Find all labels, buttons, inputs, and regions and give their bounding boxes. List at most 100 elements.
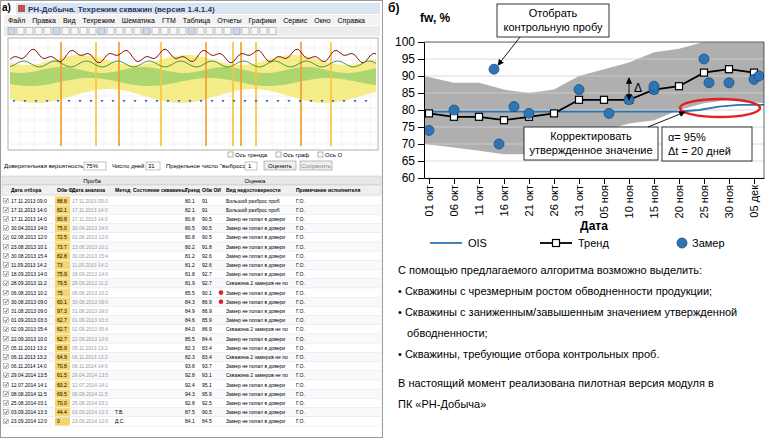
table-cell: 91 xyxy=(202,198,208,204)
toolbar-button[interactable] xyxy=(8,28,15,35)
toolbar-button[interactable] xyxy=(260,28,267,35)
button-label[interactable]: Сохранить xyxy=(301,163,331,169)
select-box[interactable] xyxy=(84,162,106,170)
toolbar-button[interactable] xyxy=(44,28,51,35)
menu-item[interactable]: Таблица xyxy=(183,17,211,25)
y-tick-label: 60 xyxy=(402,171,416,185)
row-checkbox[interactable] xyxy=(4,327,9,332)
table-cell: 02.09.2013 05:4 xyxy=(72,326,108,332)
toolbar-button[interactable] xyxy=(26,28,33,35)
menu-item[interactable]: Вид xyxy=(63,17,76,25)
toolbar-button[interactable] xyxy=(98,28,105,35)
toolbar-button[interactable] xyxy=(62,28,69,35)
menu-item[interactable]: Шематика xyxy=(122,17,155,24)
row-checkbox[interactable] xyxy=(4,309,9,314)
table-cell: 80.5 xyxy=(185,225,195,231)
row-checkbox[interactable] xyxy=(4,198,9,203)
toolbar-button[interactable] xyxy=(107,28,114,35)
legend-swatch-marker xyxy=(553,240,560,247)
table-cell: 62.7 xyxy=(57,336,67,342)
input-box[interactable] xyxy=(146,162,160,170)
row-checkbox[interactable] xyxy=(4,318,9,323)
toolbar-button[interactable] xyxy=(179,28,186,35)
toolbar-button[interactable] xyxy=(170,28,177,35)
toolbar-button[interactable] xyxy=(116,28,123,35)
row-checkbox[interactable] xyxy=(4,263,9,268)
row-checkbox[interactable] xyxy=(4,373,9,378)
checkbox[interactable] xyxy=(228,152,233,157)
row-checkbox[interactable] xyxy=(4,281,9,286)
table-cell: 0 xyxy=(57,418,60,424)
row-checkbox[interactable] xyxy=(4,336,9,341)
menu-item[interactable]: Правка xyxy=(32,17,56,25)
checkbox[interactable] xyxy=(276,152,281,157)
row-checkbox[interactable] xyxy=(4,364,9,369)
row-checkbox[interactable] xyxy=(4,345,9,350)
toolbar-button[interactable] xyxy=(35,28,42,35)
menu-item[interactable]: Файл xyxy=(8,17,25,24)
table-row xyxy=(2,251,381,260)
toolbar-button[interactable] xyxy=(269,28,276,35)
toolbar-button[interactable] xyxy=(89,28,96,35)
scatter-point xyxy=(509,102,519,112)
row-checkbox[interactable] xyxy=(4,410,9,415)
row-checkbox[interactable] xyxy=(4,226,9,231)
button-label[interactable]: Оценить xyxy=(268,163,292,169)
menu-item[interactable]: Окно xyxy=(314,17,330,24)
toolbar-button[interactable] xyxy=(152,28,159,35)
grid-line xyxy=(424,76,764,77)
toolbar-button[interactable] xyxy=(242,28,249,35)
row-checkbox[interactable] xyxy=(4,299,9,304)
x-tick-label: 31 окт xyxy=(573,185,585,216)
menu-item[interactable]: Графики xyxy=(248,17,276,25)
screenshot-point xyxy=(178,100,181,103)
menu-item[interactable]: Отчеты xyxy=(217,17,241,24)
row-checkbox[interactable] xyxy=(4,253,9,258)
menu-item[interactable]: Сервис xyxy=(283,17,307,25)
row-checkbox[interactable] xyxy=(4,391,9,396)
toolbar-button[interactable] xyxy=(53,28,60,35)
toolbar-button[interactable] xyxy=(125,28,132,35)
toolbar-button[interactable] xyxy=(161,28,168,35)
row-checkbox[interactable] xyxy=(4,272,9,277)
menu-item[interactable]: Техрежим xyxy=(83,17,115,25)
toolbar-button[interactable] xyxy=(206,28,213,35)
menu-item[interactable]: Справка xyxy=(338,17,366,25)
toolbar-button[interactable] xyxy=(17,28,24,35)
row-checkbox[interactable] xyxy=(4,355,9,360)
row-checkbox[interactable] xyxy=(4,207,9,212)
control-value[interactable]: 1 xyxy=(248,163,252,169)
button[interactable] xyxy=(300,161,332,170)
table-cell: Г.О. xyxy=(296,317,305,323)
toolbar-button[interactable] xyxy=(251,28,258,35)
control-value[interactable]: 31 xyxy=(148,163,155,169)
toolbar-button[interactable] xyxy=(80,28,87,35)
table-cell: 82.1 xyxy=(57,207,67,213)
toolbar-button[interactable] xyxy=(134,28,141,35)
row-checkbox[interactable] xyxy=(4,419,9,424)
row-checkbox[interactable] xyxy=(4,217,9,222)
toolbar-button[interactable] xyxy=(143,28,150,35)
control-value[interactable]: 75% xyxy=(86,163,99,169)
toolbar-button[interactable] xyxy=(71,28,78,35)
toolbar-button[interactable] xyxy=(188,28,195,35)
row-checkbox[interactable] xyxy=(4,382,9,387)
row-checkbox[interactable] xyxy=(4,401,9,406)
x-tick-label: 15 ноя xyxy=(648,185,660,218)
input-box[interactable] xyxy=(245,162,257,170)
row-checkbox[interactable] xyxy=(4,244,9,249)
toolbar-button[interactable] xyxy=(233,28,240,35)
menu-bar xyxy=(4,15,380,25)
toolbar-button[interactable] xyxy=(224,28,231,35)
toolbar-button[interactable] xyxy=(215,28,222,35)
toolbar-button[interactable] xyxy=(197,28,204,35)
obv-cell xyxy=(55,408,70,416)
button[interactable] xyxy=(264,161,296,170)
menu-item[interactable]: ГТМ xyxy=(162,17,176,24)
x-tick: 30 ноя xyxy=(723,178,735,218)
row-checkbox[interactable] xyxy=(4,290,9,295)
row-checkbox[interactable] xyxy=(4,235,9,240)
y-tick-mark xyxy=(418,93,424,94)
checkbox[interactable] xyxy=(318,152,323,157)
table-cell: Замер не попал в довери xyxy=(226,253,285,259)
